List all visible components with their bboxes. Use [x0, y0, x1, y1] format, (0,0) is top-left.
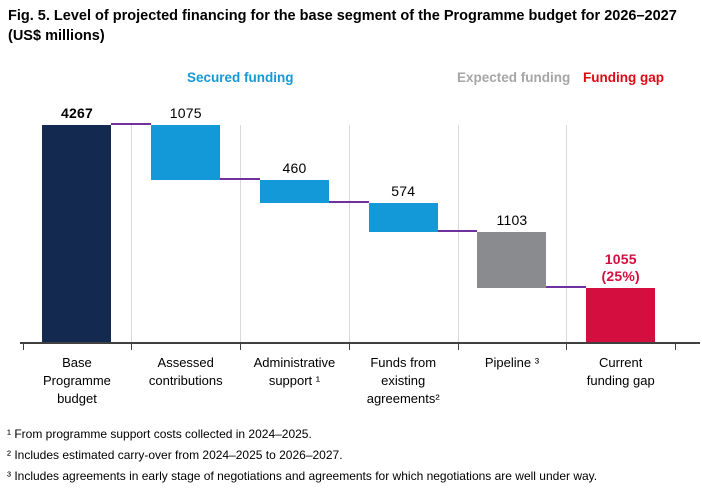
- bar-funds-from-existing-agreements: [368, 203, 438, 233]
- gridline: [457, 125, 459, 342]
- connector-line: [220, 177, 260, 180]
- axis-label-assessed-contributions: Assessed contributions: [148, 355, 223, 388]
- x-axis-line: [20, 342, 700, 344]
- axis-tick: [457, 344, 459, 350]
- figure-title: Fig. 5. Level of projected financing for…: [8, 8, 677, 44]
- axis-tick: [348, 344, 350, 350]
- value-label-assessed-contributions: 1075: [169, 105, 202, 121]
- axis-tick: [566, 344, 568, 350]
- value-label-current-funding-gap: 1055 (25%): [601, 251, 640, 285]
- value-label-pipeline: 1103: [496, 212, 528, 229]
- footnote-2: ² Includes estimated carry-over from 202…: [7, 448, 343, 462]
- legend-expected-funding: Expected funding: [457, 70, 571, 85]
- gridline: [566, 125, 568, 342]
- axis-label-current-funding-gap: Current funding gap: [586, 355, 655, 388]
- value-label-administrative-support: 460: [282, 159, 307, 176]
- axis-label-pipeline: Pipeline ³: [484, 355, 540, 370]
- connector-line: [111, 123, 152, 125]
- gridline: [240, 125, 242, 342]
- axis-tick: [240, 344, 242, 350]
- footnotes: ¹ From programme support costs collected…: [7, 424, 697, 487]
- bar-base-programme-budget: [42, 125, 112, 342]
- axis-label-funds-from-existing-agreements: Funds from existing agreements²: [366, 355, 440, 406]
- axis-tick: [675, 344, 677, 350]
- connector-line: [437, 230, 478, 233]
- bar-pipeline: [477, 232, 547, 289]
- axis-tick: [22, 344, 24, 350]
- connector-line: [546, 286, 587, 289]
- gridline: [348, 125, 350, 342]
- legend-funding-gap: Funding gap: [583, 70, 664, 85]
- legend-secured-funding: Secured funding: [187, 70, 294, 85]
- value-label-base-programme-budget: 4267: [60, 105, 93, 121]
- axis-tick: [131, 344, 133, 350]
- connector-line: [328, 201, 369, 204]
- axis-label-administrative-support: Administrative support ¹: [253, 355, 336, 388]
- bar-administrative-support: [259, 179, 329, 204]
- gridline: [131, 125, 133, 342]
- bar-assessed-contributions: [151, 125, 221, 180]
- axis-label-base-programme-budget: Base Programme budget: [43, 355, 111, 406]
- footnote-3: ³ Includes agreements in early stage of …: [7, 469, 598, 483]
- value-label-funds-from-existing-agreements: 574: [391, 183, 416, 200]
- bar-current-funding-gap: [586, 288, 656, 342]
- footnote-1: ¹ From programme support costs collected…: [7, 427, 312, 441]
